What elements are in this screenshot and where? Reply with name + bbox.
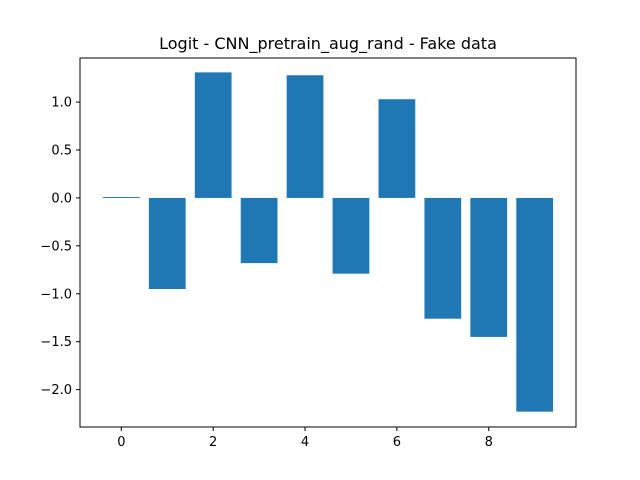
bar-2 xyxy=(194,72,232,198)
bar-9 xyxy=(516,197,554,412)
bar-8 xyxy=(470,197,508,337)
x-tick-label-0: 0 xyxy=(117,435,125,450)
y-tick-label-0: 1.0 xyxy=(51,96,72,111)
y-tick-label-2: 0.0 xyxy=(51,191,72,206)
y-tick-label-6: −2.0 xyxy=(40,383,72,398)
plot-frame xyxy=(79,57,577,428)
chart-title: Logit - CNN_pretrain_aug_rand - Fake dat… xyxy=(159,34,497,54)
bar-3 xyxy=(240,197,278,264)
x-tick-label-8: 8 xyxy=(485,435,493,450)
bar-6 xyxy=(378,99,416,198)
bar-4 xyxy=(286,75,324,198)
bar-1 xyxy=(148,197,186,289)
y-tick-label-4: −1.0 xyxy=(40,287,72,302)
bar-7 xyxy=(424,197,462,319)
y-tick-label-5: −1.5 xyxy=(40,335,72,350)
bar-5 xyxy=(332,197,370,274)
bar-0 xyxy=(102,196,140,198)
y-tick-label-3: −0.5 xyxy=(40,239,72,254)
axes-layer: 0 2 4 6 8 1.0 0.5 0.0 −0.5 −1.0 −1.5 −2.0 xyxy=(40,57,577,450)
x-tick-label-6: 6 xyxy=(393,435,401,450)
y-tick-label-1: 0.5 xyxy=(51,144,72,159)
x-tick-label-4: 4 xyxy=(301,435,309,450)
x-tick-label-2: 2 xyxy=(209,435,217,450)
bars-layer xyxy=(102,72,554,412)
